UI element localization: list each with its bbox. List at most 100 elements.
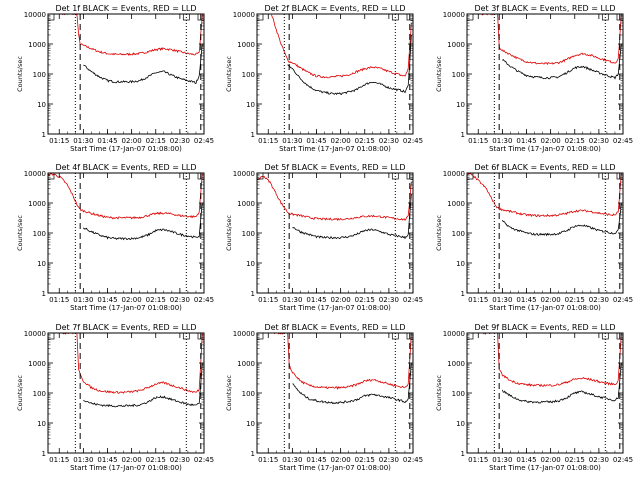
y-tick-label: 1000 bbox=[28, 200, 46, 208]
y-tick-label: 10 bbox=[456, 260, 465, 268]
y-tick-label: 100 bbox=[242, 390, 255, 398]
x-tick-label: 02:45 bbox=[403, 296, 423, 304]
y-tick-label: 1000 bbox=[237, 200, 255, 208]
panel-title: Det 1f BLACK = Events, RED = LLD bbox=[55, 4, 196, 13]
x-tick-label: 02:30 bbox=[589, 456, 609, 464]
plot-frame bbox=[466, 172, 624, 294]
series-line-lld bbox=[257, 175, 412, 221]
x-tick-label: 02:30 bbox=[170, 296, 190, 304]
x-tick-label: 02:45 bbox=[194, 296, 214, 304]
panel-det-8: Det 8f BLACK = Events, RED = LLD 1 10 100 10… bbox=[225, 323, 423, 472]
x-tick-label: 02:15 bbox=[355, 296, 375, 304]
y-axis-label: Counts/sec bbox=[435, 375, 443, 411]
x-tick-label: 01:30 bbox=[73, 137, 93, 145]
series-line-events bbox=[502, 362, 622, 404]
y-tick-label: 10 bbox=[246, 260, 255, 268]
panel-det-9: Det 9f BLACK = Events, RED = LLD 1 10 100 10… bbox=[435, 323, 633, 472]
y-tick-label: 1000 bbox=[447, 41, 465, 49]
plot-frame bbox=[47, 172, 205, 294]
series-line-lld bbox=[271, 14, 412, 79]
x-tick-label: 01:15 bbox=[49, 137, 69, 145]
x-axis-label: Start Time (17-Jan-07 01:08:00) bbox=[70, 145, 182, 153]
x-tick-label: 01:45 bbox=[306, 137, 326, 145]
y-tick-label: 100 bbox=[452, 71, 465, 79]
panel-det-3: Det 3f BLACK = Events, RED = LLD 1 10 100 10… bbox=[435, 4, 633, 153]
x-axis-label: Start Time (17-Jan-07 01:08:00) bbox=[489, 464, 601, 472]
y-tick-label: 10000 bbox=[24, 11, 46, 19]
panel-det-4: Det 4f BLACK = Events, RED = LLD 1 10 100 10… bbox=[16, 163, 214, 312]
y-tick-label: 10000 bbox=[443, 11, 465, 19]
y-axis-label: Counts/sec bbox=[16, 375, 24, 411]
y-tick-label: 1 bbox=[251, 131, 255, 139]
x-tick-label: 02:00 bbox=[331, 296, 351, 304]
y-axis-label: Counts/sec bbox=[435, 56, 443, 92]
x-tick-label: 02:00 bbox=[541, 137, 561, 145]
x-tick-label: 02:45 bbox=[403, 137, 423, 145]
panel-title: Det 7f BLACK = Events, RED = LLD bbox=[55, 323, 196, 332]
y-tick-label: 1 bbox=[461, 450, 465, 458]
series-line-events bbox=[287, 34, 412, 96]
plot-frame bbox=[256, 332, 414, 454]
y-tick-label: 1000 bbox=[28, 360, 46, 368]
x-tick-label: 02:15 bbox=[565, 296, 585, 304]
panel-title: Det 5f BLACK = Events, RED = LLD bbox=[264, 163, 405, 172]
plot-frame bbox=[466, 332, 624, 454]
x-tick-label: 01:15 bbox=[258, 137, 278, 145]
x-tick-label: 02:15 bbox=[565, 137, 585, 145]
y-tick-label: 100 bbox=[452, 390, 465, 398]
x-tick-label: 02:15 bbox=[146, 296, 166, 304]
x-tick-label: 01:30 bbox=[282, 137, 302, 145]
y-tick-label: 1000 bbox=[447, 200, 465, 208]
x-tick-label: 01:45 bbox=[306, 296, 326, 304]
panel-det-2: Det 2f BLACK = Events, RED = LLD 1 10 100 10… bbox=[225, 4, 423, 153]
panel-det-1: Det 1f BLACK = Events, RED = LLD 1 10 100 10… bbox=[16, 4, 214, 153]
plot-frame bbox=[256, 172, 414, 294]
y-tick-label: 10 bbox=[37, 101, 46, 109]
y-tick-label: 1 bbox=[42, 450, 46, 458]
x-tick-label: 01:45 bbox=[516, 456, 536, 464]
panel-title: Det 9f BLACK = Events, RED = LLD bbox=[474, 323, 615, 332]
x-tick-label: 01:45 bbox=[97, 456, 117, 464]
series-line-events bbox=[292, 362, 412, 405]
y-axis-label: Counts/sec bbox=[225, 215, 233, 251]
y-tick-label: 100 bbox=[242, 71, 255, 79]
x-tick-label: 02:00 bbox=[122, 137, 142, 145]
plot-frame bbox=[47, 13, 205, 135]
x-tick-label: 02:45 bbox=[194, 456, 214, 464]
y-tick-label: 1 bbox=[42, 290, 46, 298]
x-tick-label: 02:30 bbox=[170, 137, 190, 145]
y-tick-label: 10000 bbox=[233, 11, 255, 19]
x-tick-label: 02:00 bbox=[541, 296, 561, 304]
y-tick-label: 10 bbox=[246, 420, 255, 428]
series-line-events bbox=[292, 193, 412, 240]
plot-frame bbox=[47, 332, 205, 454]
x-axis-label: Start Time (17-Jan-07 01:08:00) bbox=[70, 304, 182, 312]
x-tick-label: 02:15 bbox=[355, 456, 375, 464]
y-tick-label: 1 bbox=[461, 290, 465, 298]
x-tick-label: 01:45 bbox=[97, 296, 117, 304]
y-axis-label: Counts/sec bbox=[435, 215, 443, 251]
x-tick-label: 02:00 bbox=[541, 456, 561, 464]
y-axis-label: Counts/sec bbox=[16, 56, 24, 92]
panel-det-5: Det 5f BLACK = Events, RED = LLD 1 10 100 10… bbox=[225, 163, 423, 312]
y-tick-label: 10000 bbox=[443, 170, 465, 178]
y-tick-label: 100 bbox=[242, 230, 255, 238]
x-tick-label: 01:45 bbox=[516, 137, 536, 145]
x-tick-label: 01:30 bbox=[282, 456, 302, 464]
y-tick-label: 1000 bbox=[447, 360, 465, 368]
plot-frame bbox=[256, 13, 414, 135]
x-tick-label: 02:45 bbox=[613, 137, 633, 145]
x-tick-label: 01:15 bbox=[49, 456, 69, 464]
x-tick-label: 02:30 bbox=[589, 137, 609, 145]
x-axis-label: Start Time (17-Jan-07 01:08:00) bbox=[489, 304, 601, 312]
x-tick-label: 01:15 bbox=[258, 456, 278, 464]
y-tick-label: 10 bbox=[37, 260, 46, 268]
x-tick-label: 01:30 bbox=[492, 456, 512, 464]
panel-title: Det 8f BLACK = Events, RED = LLD bbox=[264, 323, 405, 332]
series-line-lld bbox=[481, 333, 622, 388]
y-tick-label: 1000 bbox=[237, 360, 255, 368]
y-tick-label: 10 bbox=[456, 420, 465, 428]
y-tick-label: 1000 bbox=[28, 41, 46, 49]
series-line-lld bbox=[62, 14, 203, 56]
y-tick-label: 1 bbox=[251, 450, 255, 458]
